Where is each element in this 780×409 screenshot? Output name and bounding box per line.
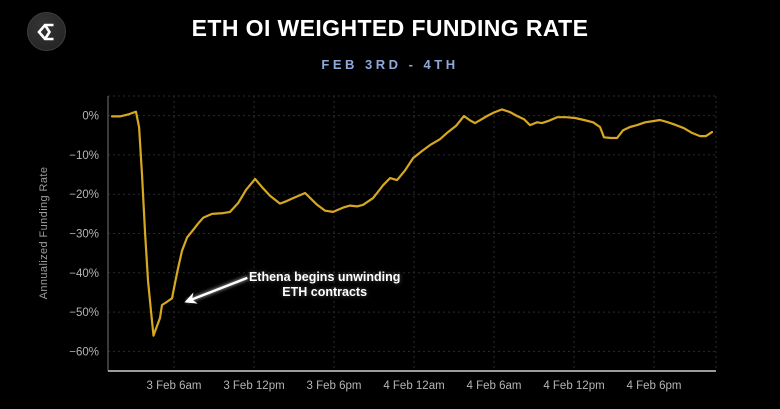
x-tick-label: 4 Feb 12pm	[543, 380, 604, 392]
x-tick-label: 3 Feb 6am	[147, 380, 202, 392]
sigma-diamond-logo-icon	[27, 12, 66, 51]
x-tick-label: 4 Feb 12am	[383, 380, 444, 392]
annotation-line-2: ETH contracts	[282, 285, 368, 300]
y-tick-label: −50%	[69, 307, 99, 319]
y-tick-label: −30%	[69, 229, 99, 241]
tick-labels: 3 Feb 6am 3 Feb 12pm 3 Feb 6pm 4 Feb 12am 4 …	[69, 111, 681, 392]
annotation-line-1: Ethena begins unwinding	[248, 270, 401, 285]
y-tick-label: −10%	[69, 150, 99, 162]
x-tick-label: 3 Feb 6pm	[307, 380, 362, 392]
x-tick-label: 4 Feb 6pm	[627, 380, 682, 392]
page-title: ETH OI WEIGHTED FUNDING RATE	[191, 15, 589, 41]
y-tick-label: −40%	[69, 268, 99, 280]
gridlines	[108, 95, 717, 371]
y-tick-label: 0%	[82, 111, 99, 123]
annotation-arrow	[184, 276, 248, 304]
x-tick-label: 3 Feb 12pm	[223, 380, 284, 392]
sigma-diamond-glyph	[36, 23, 53, 40]
x-tick-label: 4 Feb 6am	[467, 380, 522, 392]
annotation-text: Ethena begins unwinding ETH contracts	[249, 270, 400, 300]
y-tick-label: −60%	[69, 346, 99, 358]
funding-rate-line	[110, 108, 714, 337]
y-tick-label: −20%	[69, 189, 99, 201]
chart-subtitle: FEB 3RD - 4TH	[321, 57, 459, 72]
y-axis-title: Annualized Funding Rate	[38, 166, 50, 300]
